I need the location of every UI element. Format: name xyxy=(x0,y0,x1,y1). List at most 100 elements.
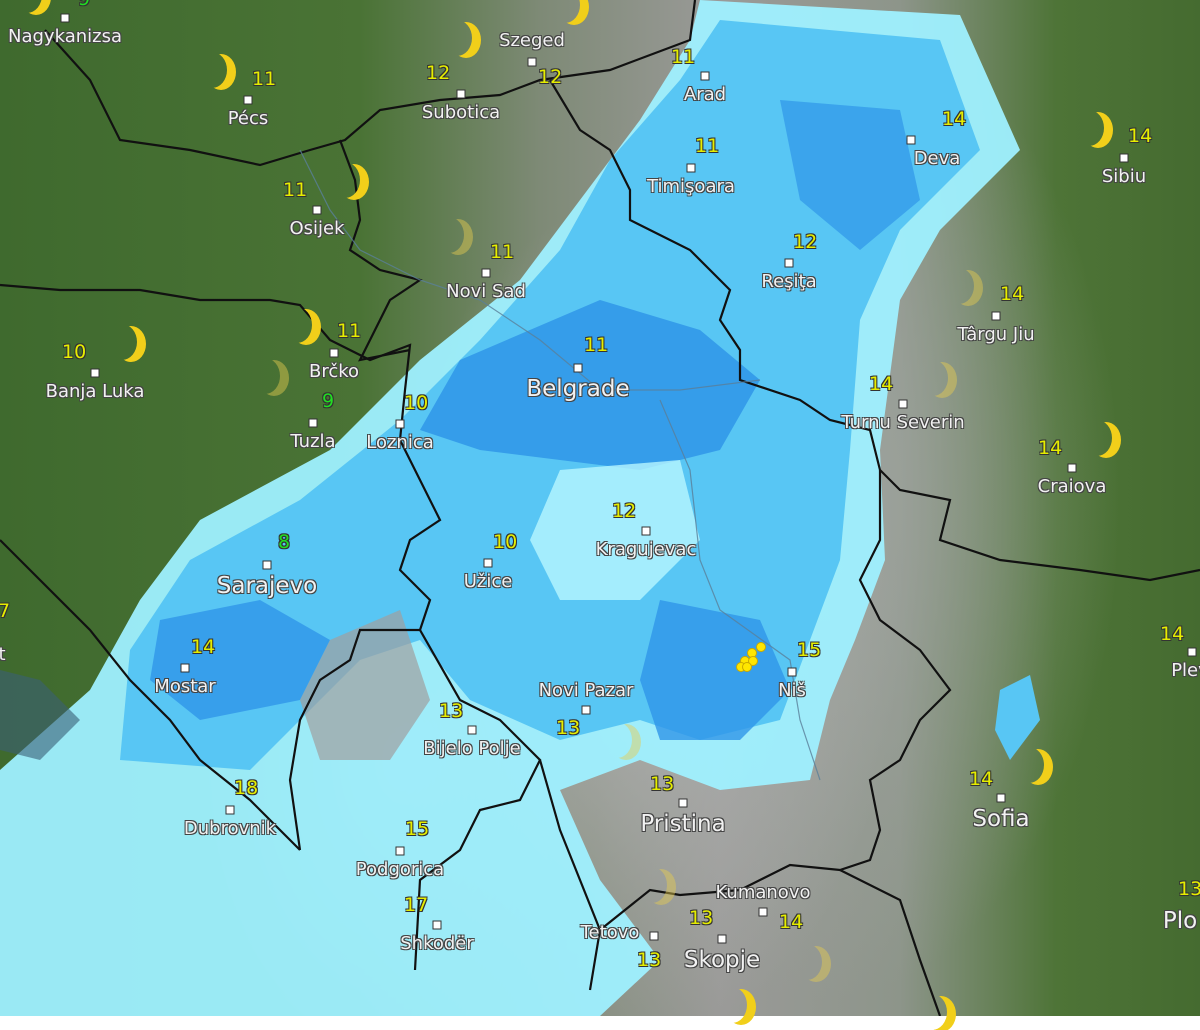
city-label[interactable]: Mostar xyxy=(154,676,216,697)
city-label[interactable]: Banja Luka xyxy=(45,381,145,402)
moon-icon xyxy=(717,987,747,1023)
city-marker-icon[interactable] xyxy=(395,846,405,856)
city-marker-icon[interactable] xyxy=(483,558,493,568)
moon-icon xyxy=(1074,110,1104,146)
city-label[interactable]: Deva xyxy=(913,148,961,169)
city-label[interactable]: Bijelo Polje xyxy=(423,738,521,759)
city-marker-icon[interactable] xyxy=(573,363,583,373)
city-label[interactable]: Craiova xyxy=(1037,476,1107,497)
city-label[interactable]: Osijek xyxy=(289,218,345,239)
city-label[interactable]: Nagykanizsa xyxy=(8,26,122,47)
city-marker-icon[interactable] xyxy=(991,311,1001,321)
city-marker-icon[interactable] xyxy=(641,526,651,536)
city-label[interactable]: Plo xyxy=(1162,908,1198,934)
city-marker-icon[interactable] xyxy=(180,663,190,673)
city-marker-icon[interactable] xyxy=(784,258,794,268)
city-label[interactable]: Pristina xyxy=(640,811,726,837)
temperature-value: 12 xyxy=(612,500,637,522)
city-marker-icon[interactable] xyxy=(717,934,727,944)
city-marker-icon[interactable] xyxy=(395,419,405,429)
temperature-value: 11 xyxy=(252,68,277,90)
city-label[interactable]: Kragujevac xyxy=(595,539,697,560)
city-label[interactable]: t xyxy=(0,644,6,665)
city-marker-icon[interactable] xyxy=(686,163,696,173)
city-label[interactable]: Novi Pazar xyxy=(538,680,634,701)
city-label[interactable]: Szeged xyxy=(499,30,565,51)
temperature-value: 11 xyxy=(283,179,308,201)
city-label[interactable]: Tuzla xyxy=(290,431,336,452)
city-label[interactable]: Skopje xyxy=(683,947,761,973)
city-marker-icon[interactable] xyxy=(649,931,659,941)
city-marker-icon[interactable] xyxy=(1119,153,1129,163)
city-marker-icon[interactable] xyxy=(467,725,477,735)
city-marker-icon[interactable] xyxy=(262,560,272,570)
city-label[interactable]: Subotica xyxy=(421,102,501,123)
city-label[interactable]: Turnu Severin xyxy=(841,412,965,433)
city-marker-icon[interactable] xyxy=(225,805,235,815)
moon-icon xyxy=(1014,747,1044,783)
city-marker-icon[interactable] xyxy=(787,667,797,677)
city-marker-icon[interactable] xyxy=(60,13,70,23)
city-label[interactable]: Sarajevo xyxy=(216,573,318,599)
temperature-value: 8 xyxy=(278,531,291,553)
city-marker-icon[interactable] xyxy=(898,399,908,409)
city-label[interactable]: Plev xyxy=(1171,660,1200,681)
city-label[interactable]: Sofia xyxy=(972,806,1030,832)
temperature-value: 13 xyxy=(689,907,714,929)
city-marker-icon[interactable] xyxy=(432,920,442,930)
city-marker-icon[interactable] xyxy=(312,205,322,215)
temperature-value: 14 xyxy=(1000,283,1025,305)
temperature-value: 13 xyxy=(556,717,581,739)
temperature-value: 15 xyxy=(797,639,822,661)
temperature-value: 11 xyxy=(337,320,362,342)
city-label[interactable]: Belgrade xyxy=(526,376,630,402)
city-marker-icon[interactable] xyxy=(90,368,100,378)
moon-icon xyxy=(434,217,464,253)
city-label[interactable]: Timişoara xyxy=(647,176,735,197)
city-marker-icon[interactable] xyxy=(758,907,768,917)
temperature-value: 12 xyxy=(793,231,818,253)
temperature-value: 14 xyxy=(1128,125,1153,147)
city-label[interactable]: Niš xyxy=(778,680,806,701)
temperature-value: 17 xyxy=(404,894,429,916)
city-marker-icon[interactable] xyxy=(456,89,466,99)
moon-icon xyxy=(602,722,632,758)
city-marker-icon[interactable] xyxy=(481,268,491,278)
city-label[interactable]: Pécs xyxy=(227,108,269,129)
city-marker-icon[interactable] xyxy=(1187,647,1197,657)
city-label[interactable]: Târgu Jiu xyxy=(957,324,1035,345)
moon-icon xyxy=(250,358,280,394)
city-label[interactable]: Sibiu xyxy=(1101,166,1147,187)
city-label[interactable]: Tetovo xyxy=(580,922,640,943)
temperature-value: 9 xyxy=(322,390,335,412)
city-label[interactable]: Podgorica xyxy=(355,859,445,880)
city-marker-icon[interactable] xyxy=(527,57,537,67)
city-label[interactable]: Shkodër xyxy=(400,933,474,954)
temperature-value: 7 xyxy=(0,600,11,622)
city-marker-icon[interactable] xyxy=(581,705,591,715)
moon-icon xyxy=(944,268,974,304)
city-label[interactable]: Dubrovnik xyxy=(183,818,277,839)
city-marker-icon[interactable] xyxy=(329,348,339,358)
city-marker-icon[interactable] xyxy=(700,71,710,81)
temperature-value: 10 xyxy=(404,392,429,414)
city-label[interactable]: Reşiţa xyxy=(761,271,817,292)
city-marker-icon[interactable] xyxy=(1067,463,1077,473)
temperature-value: 14 xyxy=(1160,623,1185,645)
city-label[interactable]: Užice xyxy=(463,571,513,592)
city-marker-icon[interactable] xyxy=(243,95,253,105)
temperature-value: 10 xyxy=(493,531,518,553)
city-label[interactable]: Brčko xyxy=(308,361,360,382)
city-label[interactable]: Kumanovo xyxy=(715,882,811,903)
city-marker-icon[interactable] xyxy=(308,418,318,428)
city-marker-icon[interactable] xyxy=(678,798,688,808)
city-label[interactable]: Arad xyxy=(683,84,727,105)
temperature-value: 15 xyxy=(405,818,430,840)
city-label[interactable]: Loznica xyxy=(366,432,434,453)
moon-icon xyxy=(917,994,947,1030)
city-marker-icon[interactable] xyxy=(996,793,1006,803)
city-marker-icon[interactable] xyxy=(906,135,916,145)
city-label[interactable]: Novi Sad xyxy=(446,281,526,302)
